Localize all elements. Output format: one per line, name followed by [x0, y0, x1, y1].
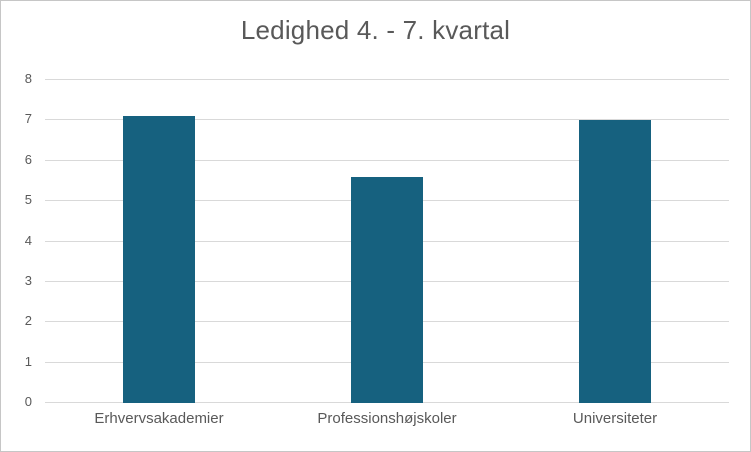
x-axis-category-label: Universiteter [572, 410, 658, 427]
chart-title: Ledighed 4. - 7. kvartal [240, 15, 511, 45]
gridline [45, 79, 729, 80]
y-axis-tick-label: 8 [24, 71, 32, 86]
y-axis-tick-label: 7 [24, 111, 32, 126]
y-axis-tick-label: 5 [24, 192, 32, 207]
bar-3 [579, 120, 651, 403]
y-axis-tick-label: 6 [24, 152, 32, 167]
y-axis-tick-label: 4 [24, 233, 32, 248]
y-axis-tick-label: 3 [24, 273, 32, 288]
plot-area [45, 79, 729, 403]
y-axis-tick-label: 0 [24, 394, 32, 409]
gridline [45, 160, 729, 161]
x-axis-category-label: Professionshøjskoler [317, 410, 457, 427]
x-axis-category-label: Erhvervsakademier [94, 410, 224, 427]
bar-1 [123, 116, 195, 403]
y-axis-tick-label: 1 [24, 354, 32, 369]
y-axis-tick-label: 2 [24, 313, 32, 328]
gridline [45, 119, 729, 120]
bar-2 [351, 177, 423, 403]
